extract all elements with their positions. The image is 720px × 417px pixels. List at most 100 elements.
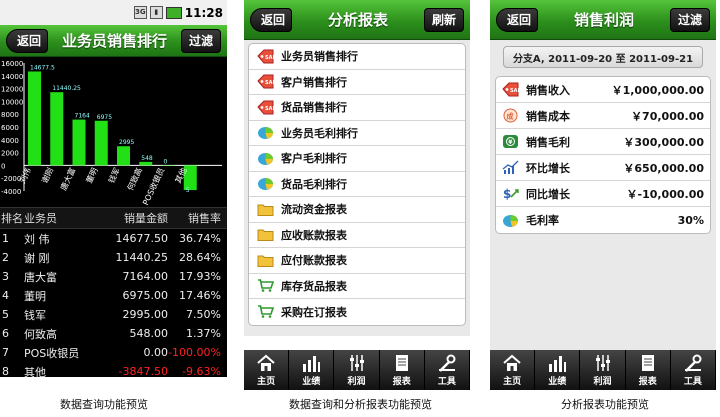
table-row[interactable]: 4 董明 6975.00 17.46% <box>0 286 227 305</box>
row-rate: 17.93% <box>179 270 221 283</box>
bar-data-label: 2995 <box>119 139 134 146</box>
profit-item-label: 环比增长 <box>526 161 570 175</box>
row-amount: 11440.25 <box>115 251 169 264</box>
row-name: 董明 <box>24 289 46 303</box>
pie-chart-icon <box>257 151 281 166</box>
report-item-label: 货品毛利排行 <box>281 177 347 191</box>
row-name: POS收银员 <box>24 346 80 360</box>
report-item-label: 应收账款报表 <box>281 228 347 242</box>
table-row[interactable]: 1 刘 伟 14677.50 36.74% <box>0 229 227 248</box>
tab-label: 业绩 <box>548 377 567 387</box>
bar-chart-svg: 16000 14000 12000 10000 8000 6000 4000 2000 0 -20… <box>1 60 222 207</box>
report-list-item[interactable]: 流动资金报表 <box>249 197 465 223</box>
chart-bar <box>72 119 86 166</box>
profit-list-item[interactable]: 环比增长 ￥650,000.00 <box>496 155 710 181</box>
row-rank: 1 <box>2 232 9 245</box>
back-button[interactable]: 返回 <box>6 28 49 53</box>
report-list-item[interactable]: SALE 业务员销售排行 <box>249 44 465 70</box>
tools-icon <box>683 354 703 374</box>
report-list-item[interactable]: 采购在订报表 <box>249 299 465 325</box>
bar-data-label: 0 <box>164 158 168 165</box>
profit-list-item[interactable]: ¥ 销售毛利 ￥300,000.00 <box>496 129 710 155</box>
tab-reports[interactable]: 报表 <box>380 350 425 390</box>
report-doc-icon <box>392 354 412 374</box>
report-list-item[interactable]: SALE 客户销售排行 <box>249 70 465 95</box>
table-row[interactable]: 6 何致高 548.00 1.37% <box>0 324 227 343</box>
row-rank: 3 <box>2 270 9 283</box>
phone-sales-profit: 返回 销售利润 过滤 分支A, 2011-09-20 至 2011-09-21 … <box>490 0 716 390</box>
page-title: 销售利润 <box>574 11 635 29</box>
profit-list-item[interactable]: 成 销售成本 ￥70,000.00 <box>496 103 710 129</box>
battery-icon <box>165 6 182 19</box>
profit-panel: 分支A, 2011-09-20 至 2011-09-21 SALE 销售收入 ￥1,… <box>490 40 716 350</box>
tab-profit[interactable]: 利润 <box>334 350 380 390</box>
filter-button[interactable]: 过滤 <box>181 28 221 53</box>
profit-list-item[interactable]: 毛利率 30% <box>496 207 710 233</box>
filter-button[interactable]: 过滤 <box>670 7 710 32</box>
row-name: 谢 刚 <box>24 251 50 265</box>
date-range-selector[interactable]: 分支A, 2011-09-20 至 2011-09-21 <box>503 46 703 68</box>
tab-performance[interactable]: 业绩 <box>535 350 581 390</box>
header-rank: 排名 <box>1 212 23 225</box>
chart-bar <box>161 165 175 166</box>
report-item-label: 库存货品报表 <box>281 279 347 293</box>
table-row[interactable]: 7 POS收银员 0.00 -100.00% <box>0 343 227 362</box>
table-row[interactable]: 2 谢 刚 11440.25 28.64% <box>0 248 227 267</box>
folder-icon <box>257 227 281 242</box>
y-tick-label: 2000 <box>1 150 19 158</box>
tab-tools[interactable]: 工具 <box>671 350 716 390</box>
svg-text:SALE: SALE <box>265 106 274 112</box>
dollar-growth-icon: $ <box>502 186 526 201</box>
table-row[interactable]: 3 唐大富 7164.00 17.93% <box>0 267 227 286</box>
report-list-item[interactable]: 客户毛利排行 <box>249 146 465 172</box>
profit-list-item[interactable]: $ 同比增长 ￥-10,000.00 <box>496 181 710 207</box>
report-list-item[interactable]: 应付账款报表 <box>249 248 465 274</box>
table-row[interactable]: 8 其他 -3847.50 -9.63% <box>0 362 227 377</box>
folder-icon <box>257 202 281 217</box>
y-tick-label: 14000 <box>1 73 23 81</box>
tab-performance[interactable]: 业绩 <box>289 350 335 390</box>
svg-text:SALE: SALE <box>510 88 519 94</box>
row-name: 其他 <box>24 365 46 378</box>
tab-label: 主页 <box>257 377 276 387</box>
table-row[interactable]: 5 钱军 2995.00 7.50% <box>0 305 227 324</box>
title-bar: 返回 分析报表 刷新 <box>244 0 470 40</box>
chart-bar <box>50 92 64 166</box>
table-header: 排名 业务员 销量金额 销售率 <box>0 207 227 229</box>
tab-reports[interactable]: 报表 <box>626 350 671 390</box>
y-tick-label: 16000 <box>1 60 23 68</box>
profit-list-item[interactable]: SALE 销售收入 ￥1,000,000.00 <box>496 77 710 103</box>
chart-bar <box>183 165 197 191</box>
row-rate: 36.74% <box>179 232 221 245</box>
report-list-item[interactable]: 应收账款报表 <box>249 223 465 248</box>
caption-1: 数据查询功能预览 <box>60 398 148 411</box>
report-list-item[interactable]: 业务员毛利排行 <box>249 121 465 146</box>
sales-bar-chart: 16000 14000 12000 10000 8000 6000 4000 2000 0 -20… <box>0 57 227 207</box>
x-category-label: 谢刚 <box>39 166 55 185</box>
tab-home[interactable]: 主页 <box>244 350 290 390</box>
report-list: SALE 业务员销售排行 SALE 客户销售排行 SALE 货品销售排行业务员毛利排行客户… <box>248 43 466 326</box>
refresh-button[interactable]: 刷新 <box>424 7 464 32</box>
report-list-item[interactable]: 货品毛利排行 <box>249 172 465 197</box>
sale-tag-icon: SALE <box>502 82 526 97</box>
row-rank: 7 <box>2 346 9 359</box>
report-list-item[interactable]: 库存货品报表 <box>249 274 465 299</box>
home-icon <box>502 354 522 374</box>
bar-data-label: 548 <box>141 155 153 162</box>
report-item-label: 业务员毛利排行 <box>281 126 358 140</box>
report-list-item[interactable]: SALE 货品销售排行 <box>249 95 465 121</box>
header-amount: 销量金额 <box>124 212 168 225</box>
tab-tools[interactable]: 工具 <box>425 350 470 390</box>
report-item-label: 客户毛利排行 <box>281 152 347 166</box>
header-rate: 销售率 <box>188 212 221 225</box>
back-button[interactable]: 返回 <box>250 7 293 32</box>
y-tick-label: 4000 <box>1 137 19 145</box>
performance-chart-icon <box>301 354 321 374</box>
row-amount: 7164.00 <box>122 270 169 283</box>
row-amount: 2995.00 <box>122 308 169 321</box>
row-name: 钱军 <box>24 308 46 322</box>
y-tick-label: -4000 <box>1 188 21 196</box>
tab-home[interactable]: 主页 <box>490 350 536 390</box>
back-button[interactable]: 返回 <box>496 7 539 32</box>
tab-profit[interactable]: 利润 <box>580 350 626 390</box>
